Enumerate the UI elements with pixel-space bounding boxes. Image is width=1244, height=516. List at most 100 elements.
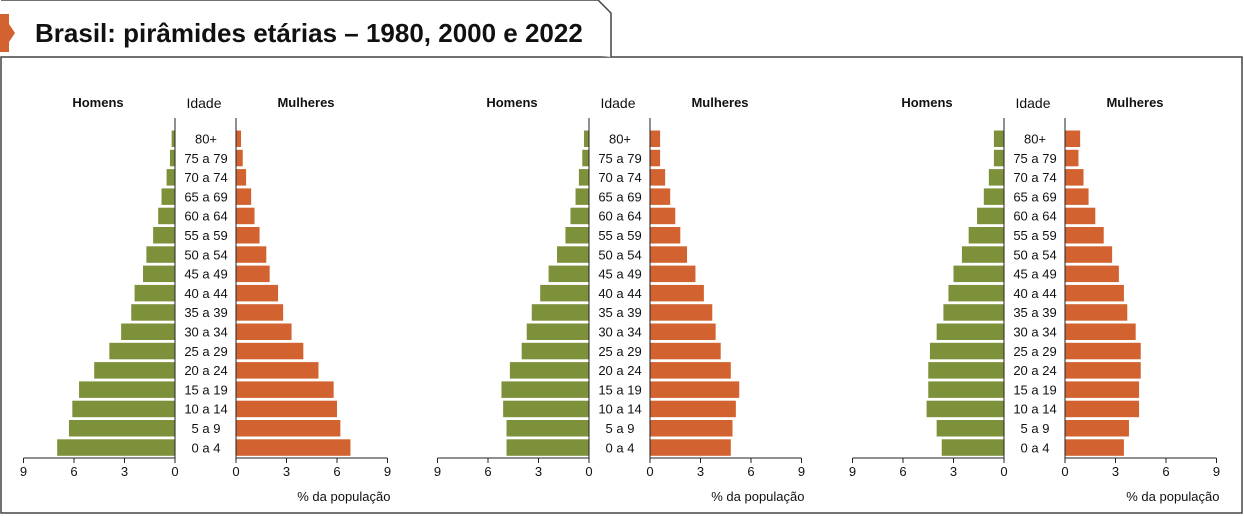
bar-men [506,439,589,456]
tick-label-men: 9 [20,464,27,479]
bar-men [948,284,1004,302]
age-label: 70 a 74 [1013,170,1056,185]
chart-title: Brasil: pirâmides etárias – 1980, 2000 e… [35,18,583,48]
bar-women [1065,207,1096,225]
age-label: 45 a 49 [184,267,227,282]
bar-women [1065,149,1079,167]
bar-men [578,169,589,186]
age-label: 80+ [195,132,217,147]
age-label: 65 a 69 [184,189,227,204]
age-label: 65 a 69 [1013,189,1056,204]
bar-women [650,420,733,437]
bar-women [236,246,267,263]
bar-men [153,227,175,244]
bar-men [977,207,1004,225]
bar-women [1065,362,1141,379]
x-axis-label: % da população [1126,489,1219,504]
age-label: 70 a 74 [598,170,641,185]
bar-men [109,342,175,360]
bar-men [928,362,1004,379]
bar-men [968,227,1004,244]
bar-men [143,265,175,283]
bar-women [650,284,704,302]
tick-label-women: 0 [232,464,239,479]
age-label: 35 a 39 [184,305,227,320]
bar-women [236,400,337,418]
bar-women [236,439,351,456]
bar-women [236,323,292,340]
age-label: 15 a 19 [598,382,641,397]
tick-label-women: 9 [384,464,391,479]
bar-women [236,265,270,283]
bar-men [131,304,175,321]
x-axis-label: % da população [711,489,804,504]
bar-men [988,169,1004,186]
age-label: 20 a 24 [1013,363,1056,378]
age-label: 25 a 29 [184,344,227,359]
bar-men [582,149,589,167]
bar-men [565,227,589,244]
age-label: 40 a 44 [184,286,227,301]
age-label: 15 a 19 [1013,382,1056,397]
bar-men [68,420,175,437]
bar-men [926,400,1004,418]
bar-women [1065,342,1141,360]
bar-women [650,130,661,147]
bar-men [521,342,589,360]
bar-women [1065,323,1136,340]
bar-women [650,381,740,398]
bar-women [1065,400,1140,418]
title-accent [0,14,9,52]
tick-label-women: 3 [283,464,290,479]
bar-men [94,362,175,379]
age-label: 40 a 44 [598,286,641,301]
age-label: 5 a 9 [192,421,221,436]
age-label: 75 a 79 [1013,151,1056,166]
age-label: 0 a 4 [1021,440,1050,455]
women-header: Mulheres [1106,95,1163,110]
bar-men [526,323,589,340]
age-label: 75 a 79 [184,151,227,166]
age-label: 75 a 79 [598,151,641,166]
x-axis-label: % da população [297,489,390,504]
age-label: 50 a 54 [1013,247,1056,262]
tick-label-men: 6 [70,464,77,479]
bar-men [953,265,1004,283]
tick-label-men: 6 [899,464,906,479]
bar-men [943,304,1004,321]
age-label: 15 a 19 [184,382,227,397]
age-label: 55 a 59 [598,228,641,243]
bar-women [236,342,304,360]
bar-women [1065,227,1104,244]
age-header: Idade [1015,95,1050,111]
age-label: 0 a 4 [606,440,635,455]
bar-men [928,381,1004,398]
bar-men [503,400,589,418]
age-label: 60 a 64 [184,209,227,224]
age-label: 65 a 69 [598,189,641,204]
age-label: 30 a 34 [598,325,641,340]
age-label: 5 a 9 [606,421,635,436]
bar-men [146,246,175,263]
age-label: 80+ [1024,132,1046,147]
tick-label-women: 6 [333,464,340,479]
bar-men [134,284,175,302]
bar-men [79,381,175,398]
bar-men [575,188,589,205]
age-label: 10 a 14 [184,402,227,417]
bar-women [1065,130,1081,147]
bar-women [1065,304,1128,321]
bar-men [57,439,175,456]
bar-women [650,169,666,186]
tick-label-women: 3 [1112,464,1119,479]
age-label: 50 a 54 [184,247,227,262]
age-header: Idade [186,95,221,111]
bar-men [506,420,589,437]
bar-men [583,130,589,147]
age-label: 30 a 34 [184,325,227,340]
age-label: 25 a 29 [1013,344,1056,359]
bar-women [236,149,243,167]
age-label: 40 a 44 [1013,286,1056,301]
bar-men [121,323,175,340]
